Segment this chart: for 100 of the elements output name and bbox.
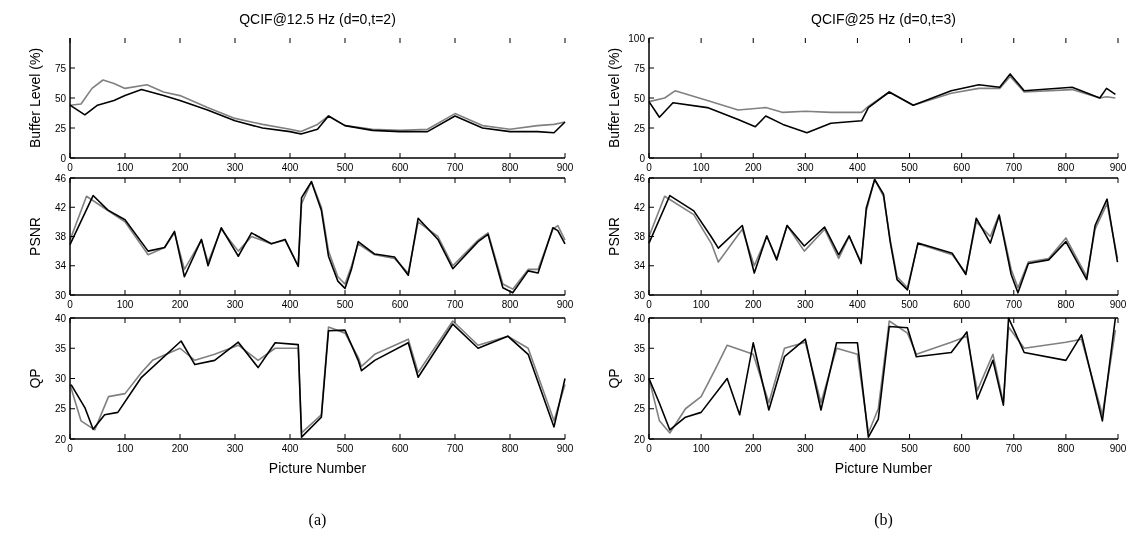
x-tick-label: 700 <box>446 162 464 173</box>
x-tick-label: 900 <box>1109 443 1127 454</box>
y-tick-label: 20 <box>54 433 67 445</box>
x-tick-label: 300 <box>796 162 815 173</box>
y-tick-label: 34 <box>54 260 67 272</box>
x-axis-title: Picture Number <box>268 460 367 476</box>
y-tick-label: 30 <box>633 289 646 301</box>
x-tick-label: 500 <box>901 162 919 173</box>
y-tick-label: 25 <box>54 122 67 134</box>
y-tick-label: 75 <box>54 62 67 74</box>
x-tick-label: 0 <box>67 162 74 173</box>
x-tick-label: 400 <box>281 162 299 173</box>
y-tick-label: 25 <box>633 403 646 415</box>
x-tick-label: 200 <box>744 299 762 310</box>
x-tick-label: 700 <box>1005 443 1023 454</box>
y-tick-label: 25 <box>54 403 67 415</box>
x-tick-label: 200 <box>171 299 189 310</box>
y-tick-label: 34 <box>633 260 646 272</box>
x-tick-label: 100 <box>692 162 710 173</box>
x-tick-label: 0 <box>646 299 653 310</box>
y-axis-title: Buffer Level (%) <box>27 47 43 149</box>
y-tick-label: 75 <box>633 62 646 74</box>
y-tick-label: 35 <box>633 342 646 354</box>
x-tick-label: 900 <box>1109 162 1127 173</box>
x-tick-label: 700 <box>446 443 464 454</box>
chart-title: QCIF@25 Hz (d=0,t=3) <box>811 11 956 27</box>
x-tick-label: 0 <box>646 443 653 454</box>
x-tick-label: 700 <box>446 299 464 310</box>
x-tick-label: 100 <box>692 443 710 454</box>
x-tick-label: 600 <box>953 299 971 310</box>
x-tick-label: 200 <box>744 443 762 454</box>
line-series <box>648 75 1117 114</box>
x-tick-label: 500 <box>901 299 919 310</box>
x-tick-label: 600 <box>391 443 409 454</box>
y-tick-label: 100 <box>628 32 646 44</box>
x-tick-label: 400 <box>281 443 299 454</box>
x-tick-label: 400 <box>281 299 299 310</box>
x-axis-title: Picture Number <box>834 460 933 476</box>
x-tick-label: 300 <box>796 299 815 310</box>
x-tick-label: 200 <box>171 443 189 454</box>
x-tick-label: 300 <box>226 162 244 173</box>
y-tick-label: 20 <box>633 433 646 445</box>
y-tick-label: 50 <box>633 92 646 104</box>
x-tick-label: 600 <box>953 162 971 173</box>
x-tick-label: 600 <box>953 443 971 454</box>
y-tick-label: 25 <box>633 122 646 134</box>
x-tick-label: 0 <box>67 299 74 310</box>
y-tick-label: 38 <box>633 231 646 242</box>
x-tick-label: 0 <box>67 443 74 454</box>
x-tick-label: 200 <box>744 162 762 173</box>
x-tick-label: 500 <box>336 443 354 454</box>
y-tick-label: 30 <box>54 289 67 301</box>
x-tick-label: 900 <box>556 443 574 454</box>
x-tick-label: 600 <box>391 299 409 310</box>
y-tick-label: 42 <box>633 201 646 213</box>
x-tick-label: 600 <box>391 162 409 173</box>
x-tick-label: 400 <box>849 443 867 454</box>
x-tick-label: 0 <box>646 162 653 173</box>
x-tick-label: 300 <box>226 443 244 454</box>
y-tick-label: 38 <box>54 231 67 242</box>
x-tick-label: 800 <box>1057 443 1075 454</box>
y-axis-title: PSNR <box>606 217 622 256</box>
line-series <box>69 79 566 133</box>
y-tick-label: 42 <box>54 201 67 213</box>
x-tick-label: 900 <box>1109 299 1127 310</box>
x-tick-label: 800 <box>501 443 519 454</box>
x-tick-label: 500 <box>336 162 354 173</box>
x-tick-label: 800 <box>1057 299 1075 310</box>
x-tick-label: 700 <box>1005 162 1023 173</box>
x-tick-label: 100 <box>116 162 134 173</box>
y-tick-label: 40 <box>54 312 67 324</box>
x-tick-label: 900 <box>556 162 574 173</box>
y-tick-label: 30 <box>54 373 67 384</box>
chart-title: QCIF@12.5 Hz (d=0,t=2) <box>239 11 396 27</box>
x-tick-label: 800 <box>501 162 519 173</box>
text: (b) <box>874 511 893 529</box>
x-tick-label: 500 <box>901 443 919 454</box>
y-tick-label: 0 <box>639 152 646 164</box>
x-tick-label: 100 <box>692 299 710 310</box>
y-tick-label: 30 <box>633 373 646 384</box>
x-tick-label: 300 <box>796 443 815 454</box>
text: (a) <box>308 511 327 529</box>
y-axis-title: QP <box>27 368 43 389</box>
y-tick-label: 35 <box>54 342 67 354</box>
y-tick-label: 0 <box>60 152 67 164</box>
x-tick-label: 400 <box>849 299 867 310</box>
y-axis-title: PSNR <box>27 217 43 256</box>
x-tick-label: 100 <box>116 299 134 310</box>
x-tick-label: 300 <box>226 299 244 310</box>
x-tick-label: 900 <box>556 299 574 310</box>
x-tick-label: 800 <box>1057 162 1075 173</box>
x-tick-label: 500 <box>336 299 354 310</box>
x-tick-label: 700 <box>1005 299 1023 310</box>
y-axis-title: Buffer Level (%) <box>606 47 622 149</box>
x-tick-label: 100 <box>116 443 134 454</box>
x-tick-label: 200 <box>171 162 189 173</box>
x-tick-label: 400 <box>849 162 867 173</box>
y-tick-label: 46 <box>54 172 67 184</box>
y-axis-title: QP <box>606 368 622 389</box>
y-tick-label: 46 <box>633 172 646 184</box>
